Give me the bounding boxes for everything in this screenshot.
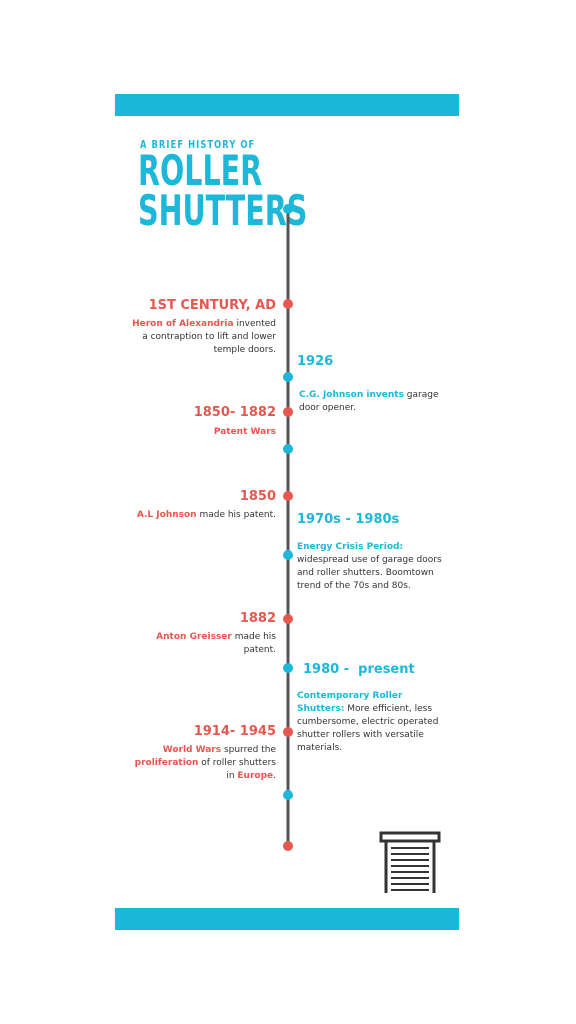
bottom-bar (115, 908, 459, 930)
event-description: Contemporary Roller Shutters: More effic… (297, 690, 447, 755)
event-date: 1ST CENTURY, AD (148, 298, 276, 313)
event-date: 1914- 1945 (193, 724, 276, 739)
description-text: Heron of Alexandria (132, 319, 234, 329)
description-text: Europe (237, 771, 274, 781)
event-date: 1970s - 1980s (297, 512, 400, 527)
description-text: invented a contraption to lift and lower… (142, 319, 276, 355)
description-text: made his patent. (196, 510, 276, 520)
timeline-dots (283, 204, 293, 851)
description-text: More efficient, less cumbersome, electri… (297, 704, 439, 753)
description-text: Energy Crisis Period: (297, 542, 404, 552)
description-text: garage door opener. (299, 390, 439, 413)
title: SHUTTERS (138, 186, 308, 235)
event-date: 1850- 1882 (193, 405, 276, 420)
event-description: Heron of Alexandria invented a contrapti… (126, 318, 276, 357)
event-description: A.L Johnson made his patent. (126, 509, 276, 522)
description-text: proliferation (134, 758, 199, 768)
description-text: of roller shutters in (198, 758, 276, 781)
event-description: C.G. Johnson invents garage door opener. (299, 389, 449, 415)
description-text: widespread use of garage doors and rolle… (297, 555, 442, 591)
title: ROLLER (138, 146, 263, 195)
event-date: 1926 (297, 354, 334, 369)
description-text: Patent Wars (213, 427, 276, 437)
description-text: Anton Greisser (156, 632, 232, 642)
top-bar (115, 94, 459, 116)
event-description: Anton Greisser made his patent. (126, 631, 276, 657)
description-text: C.G. Johnson invents (299, 390, 404, 400)
description-text: A.L Johnson (136, 510, 197, 520)
description-text: spurred the (221, 745, 276, 755)
description-text: Contemporary Roller Shutters: (297, 691, 403, 714)
event-description: World Wars spurred the proliferation of … (126, 744, 276, 783)
event-date: 1882 (239, 611, 276, 626)
event-description: Patent Wars (126, 426, 276, 439)
description-text: made his patent. (231, 632, 276, 655)
description-text: World Wars (162, 745, 222, 755)
event-date: 1980 - present (303, 662, 415, 677)
description-text: . (273, 771, 276, 781)
event-description: Energy Crisis Period: widespread use of … (297, 541, 447, 593)
kicker: A BRIEF HISTORY OF (140, 138, 256, 151)
shutter-icon (379, 831, 441, 893)
event-date: 1850 (239, 489, 276, 504)
